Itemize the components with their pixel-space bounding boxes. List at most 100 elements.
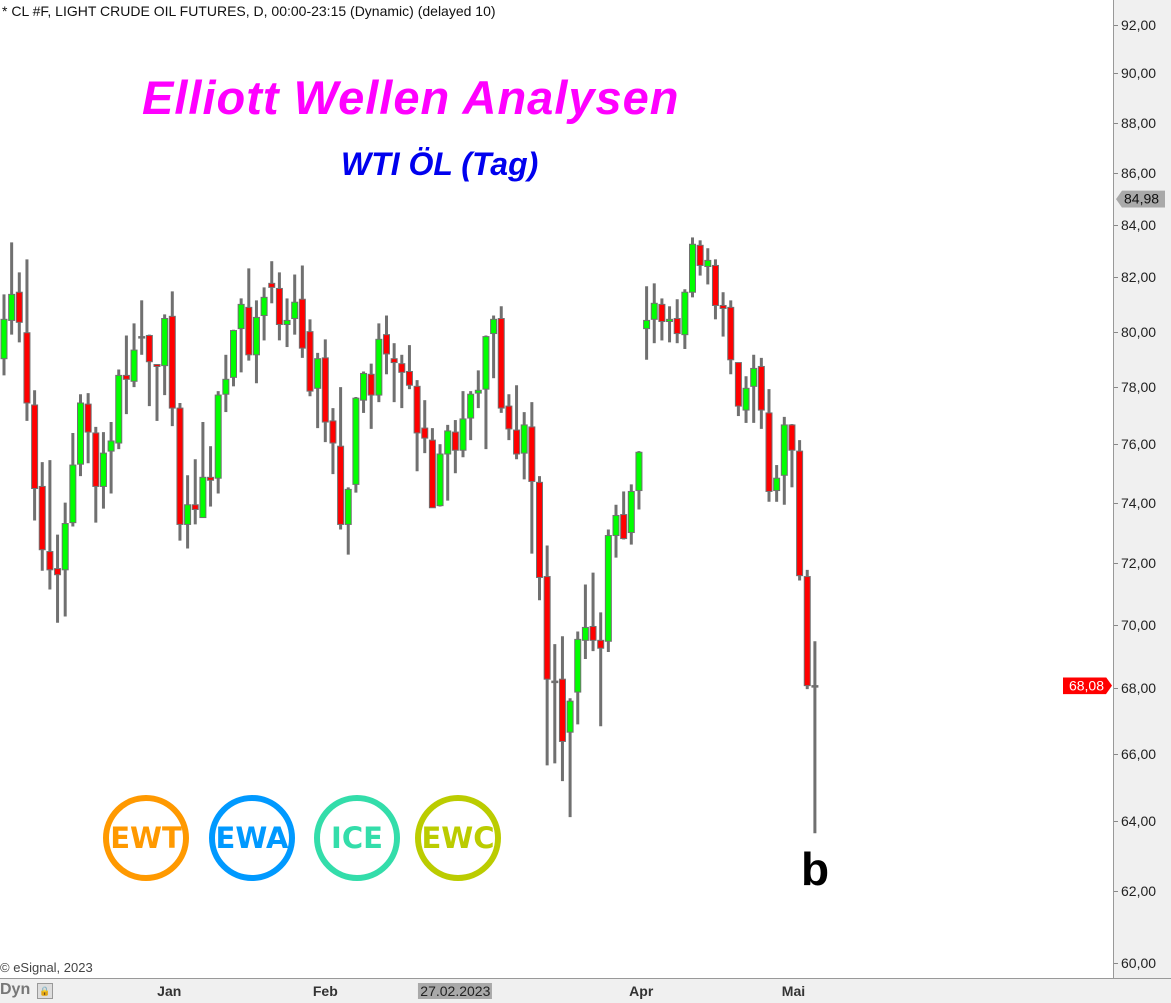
candle (551, 644, 559, 764)
candle (360, 371, 368, 413)
candle (528, 402, 536, 554)
candle (604, 529, 612, 653)
candle-body (566, 700, 574, 733)
candle-body (275, 287, 283, 326)
candle-body (291, 301, 299, 320)
y-tick-label: 70,00 (1113, 616, 1157, 633)
candle-body (734, 362, 742, 407)
candle-body (436, 453, 444, 507)
candle (643, 286, 651, 360)
candle (69, 432, 77, 527)
candle-body (222, 378, 230, 395)
candle-body (92, 432, 100, 487)
candle (145, 334, 153, 407)
candle-body (750, 367, 758, 387)
candle-body (145, 334, 153, 363)
candle (704, 248, 712, 285)
candle-body (689, 243, 696, 293)
candle (337, 387, 345, 530)
candle-body (283, 319, 291, 326)
y-tick-label: 74,00 (1113, 494, 1157, 511)
candle-body (811, 685, 819, 688)
candle-body (352, 397, 360, 485)
candle (451, 420, 459, 474)
x-tick-label: 27.02.2023 (418, 983, 493, 999)
candle (38, 462, 46, 571)
candle (176, 402, 184, 541)
candle (428, 428, 436, 509)
candlestick-series (0, 237, 819, 834)
lock-icon[interactable]: 🔒 (37, 983, 53, 999)
candle (314, 352, 322, 429)
candle-body (520, 424, 528, 454)
candle (0, 294, 8, 376)
x-tick-label: Jan (157, 983, 182, 999)
candle (383, 315, 390, 375)
candle (84, 393, 92, 464)
candle-body (191, 504, 199, 511)
candle-body (69, 464, 77, 524)
symbol-header: * CL #F, LIGHT CRUDE OIL FUTURES, D, 00:… (2, 3, 496, 19)
candle (222, 354, 230, 413)
candle-body (199, 476, 207, 519)
price-marker-label: 84,98 (1116, 190, 1166, 208)
candle (742, 376, 750, 423)
time-axis[interactable]: Dyn 🔒 Jan Feb 27.02.2023 Apr Mai (0, 978, 1171, 1003)
candle-body (543, 576, 551, 680)
candle-body (467, 393, 475, 419)
candle-body (589, 625, 597, 641)
candle (77, 394, 84, 477)
candle (436, 444, 444, 507)
candle-body (77, 402, 84, 465)
candle-body (719, 304, 727, 309)
candle-body (8, 293, 16, 321)
dyn-label[interactable]: Dyn (0, 981, 31, 998)
logo-ewt: EWT (103, 795, 189, 881)
candle-body (451, 431, 459, 451)
candle-body (650, 302, 658, 320)
candle (490, 315, 498, 379)
candle (92, 426, 100, 523)
chart-plot-area[interactable]: * CL #F, LIGHT CRUDE OIL FUTURES, D, 00:… (0, 0, 1113, 978)
candle (138, 300, 146, 355)
candle-body (54, 568, 62, 576)
price-axis[interactable]: 92,00 90,00 88,00 86,00 84,00 82,00 80,00 78,00… (1113, 0, 1171, 978)
candle (352, 397, 360, 493)
candle (811, 641, 819, 834)
candle (398, 354, 406, 409)
candle (161, 314, 169, 396)
candle-body (122, 374, 130, 380)
y-tick-label: 76,00 (1113, 436, 1157, 453)
candle (711, 259, 719, 320)
candle (803, 569, 811, 690)
candle-body (528, 426, 536, 482)
candle (115, 369, 123, 450)
candle (666, 306, 674, 343)
candle-body (184, 504, 192, 525)
candle-body (321, 357, 329, 423)
candle-body (383, 334, 390, 355)
y-tick-label: 82,00 (1113, 269, 1157, 286)
candle (275, 272, 283, 341)
candle-body (375, 338, 383, 396)
candle (214, 391, 222, 494)
candle (467, 391, 475, 441)
candle (168, 291, 176, 427)
y-tick-label: 60,00 (1113, 954, 1157, 971)
chart-subtitle: WTI ÖL (Tag) (341, 146, 539, 182)
candle (750, 354, 758, 423)
candle-body (130, 349, 138, 382)
candle (283, 298, 291, 348)
candle (589, 572, 597, 652)
candle-body (413, 385, 421, 434)
candle-body (604, 535, 612, 642)
candle (31, 390, 39, 521)
candle-body (360, 372, 368, 401)
y-tick-label: 64,00 (1113, 813, 1157, 830)
candle-body (153, 364, 161, 367)
candle-body (99, 452, 107, 487)
logo-text: EWT (110, 821, 182, 855)
y-tick-label: 72,00 (1113, 554, 1157, 571)
candle-body (428, 439, 436, 509)
candle-body (581, 626, 589, 641)
